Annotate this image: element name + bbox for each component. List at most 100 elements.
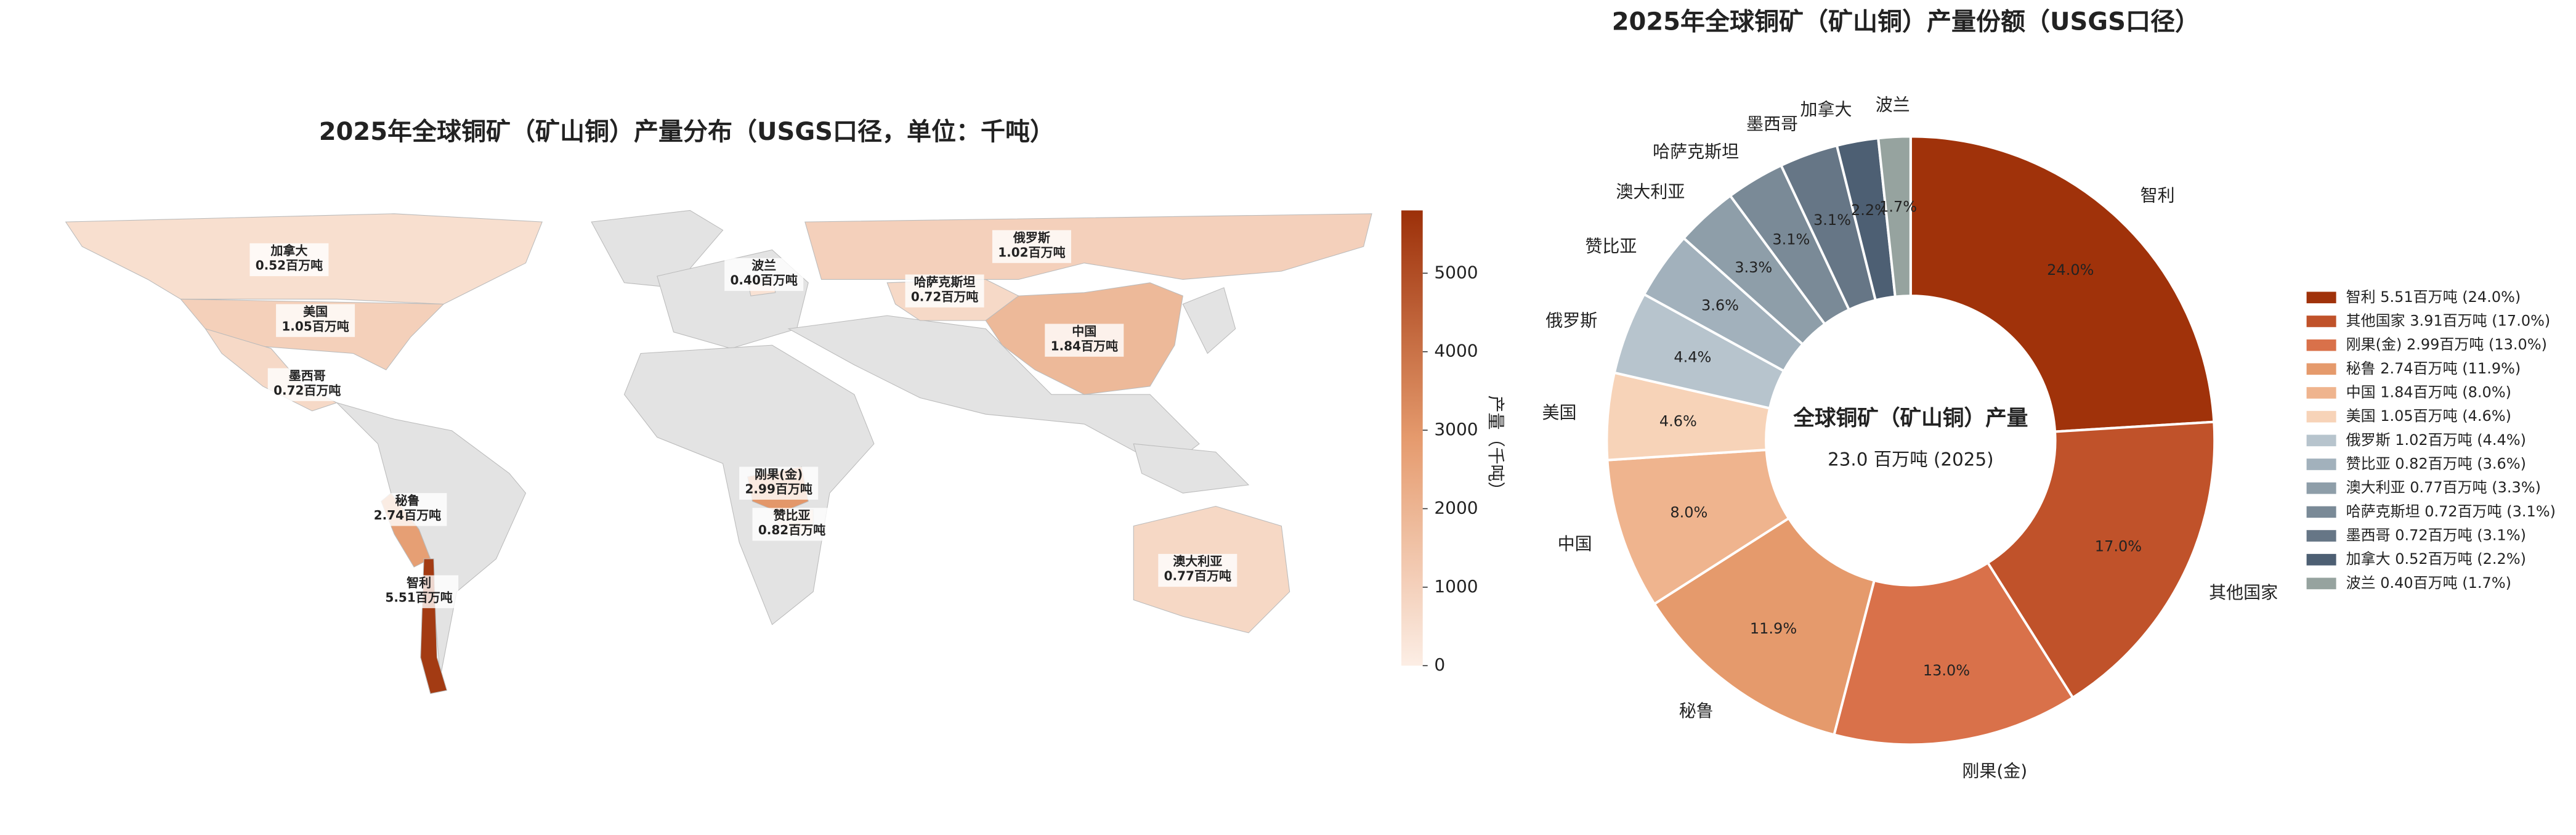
legend-swatch bbox=[2306, 291, 2336, 304]
value-label: 1.02百万吨 bbox=[998, 245, 1065, 259]
legend-swatch bbox=[2306, 482, 2336, 494]
legend-label: 刚果(金) 2.99百万吨 (13.0%) bbox=[2346, 336, 2547, 353]
region-label: 波兰 bbox=[751, 258, 776, 273]
label-box bbox=[724, 258, 804, 291]
label-box bbox=[752, 508, 832, 541]
region-label: 刚果(金) bbox=[755, 466, 803, 481]
center-subtitle: 23.0 百万吨 (2025) bbox=[1828, 449, 1993, 470]
label-box bbox=[249, 243, 329, 277]
label-box bbox=[276, 304, 355, 337]
slice-percent: 4.6% bbox=[1659, 413, 1697, 430]
colorbar-tick-label: 4000 bbox=[1434, 341, 1478, 361]
legend-swatch bbox=[2306, 316, 2336, 327]
region-label: 美国 bbox=[303, 304, 328, 319]
colorbar-tick-label: 3000 bbox=[1434, 419, 1478, 439]
legend-swatch bbox=[2306, 410, 2336, 423]
region-label: 中国 bbox=[1072, 324, 1096, 338]
legend-swatch bbox=[2306, 387, 2336, 399]
donut-slice bbox=[1876, 135, 1912, 298]
legend-swatch bbox=[2306, 458, 2336, 470]
label-box bbox=[1045, 324, 1124, 357]
value-label: 1.84百万吨 bbox=[1051, 338, 1118, 353]
value-label: 0.52百万吨 bbox=[256, 258, 323, 273]
value-label: 5.51百万吨 bbox=[385, 590, 452, 605]
land bbox=[1133, 443, 1250, 494]
donut-slice bbox=[1653, 516, 1876, 736]
slice-percent: 11.9% bbox=[1750, 620, 1797, 637]
legend-swatch bbox=[2306, 530, 2336, 542]
legend-label: 哈萨克斯坦 0.72百万吨 (3.1%) bbox=[2346, 503, 2556, 520]
label-box bbox=[368, 493, 447, 526]
region-label: 赞比亚 bbox=[773, 508, 811, 523]
slice-percent: 13.0% bbox=[1923, 662, 1970, 679]
region-label: 澳大利亚 bbox=[1173, 554, 1222, 569]
slice-percent: 4.4% bbox=[1674, 348, 1711, 365]
slice-percent: 2.2% bbox=[1851, 202, 1889, 219]
legend-label: 赞比亚 0.82百万吨 (3.6%) bbox=[2346, 455, 2526, 473]
slice-label: 刚果(金) bbox=[1962, 760, 2027, 781]
slice-label: 秘鲁 bbox=[1679, 701, 1714, 721]
legend-label: 墨西哥 0.72百万吨 (3.1%) bbox=[2346, 527, 2526, 544]
legend-label: 美国 1.05百万吨 (4.6%) bbox=[2346, 407, 2511, 425]
legend-label: 澳大利亚 0.77百万吨 (3.3%) bbox=[2346, 479, 2541, 496]
slice-label: 中国 bbox=[1558, 534, 1592, 554]
colorbar-label: 产量（千吨） bbox=[1486, 395, 1506, 499]
label-box bbox=[379, 575, 459, 608]
slice-percent: 17.0% bbox=[2095, 537, 2142, 555]
donut-slice bbox=[1986, 420, 2216, 699]
colorbar-tick-label: 1000 bbox=[1434, 576, 1478, 597]
slice-label: 其他国家 bbox=[2209, 582, 2278, 603]
colorbar-tick-label: 2000 bbox=[1434, 497, 1478, 518]
slice-label: 墨西哥 bbox=[1746, 113, 1798, 134]
legend-label: 俄罗斯 1.02百万吨 (4.4%) bbox=[2346, 431, 2526, 449]
value-label: 2.99百万吨 bbox=[745, 481, 812, 496]
label-box bbox=[905, 274, 984, 308]
donut-slice bbox=[1909, 135, 2216, 433]
slice-label: 赞比亚 bbox=[1585, 236, 1637, 256]
legend-label: 加拿大 0.52百万吨 (2.2%) bbox=[2346, 550, 2526, 568]
legend-label: 波兰 0.40百万吨 (1.7%) bbox=[2346, 574, 2511, 592]
value-label: 1.05百万吨 bbox=[281, 319, 349, 333]
legend-label: 智利 5.51百万吨 (24.0%) bbox=[2346, 288, 2521, 306]
legend-swatch bbox=[2306, 553, 2336, 566]
label-box bbox=[1158, 553, 1237, 587]
slice-percent: 3.1% bbox=[1813, 211, 1851, 229]
slice-label: 加拿大 bbox=[1800, 99, 1852, 120]
value-label: 0.72百万吨 bbox=[273, 383, 341, 397]
value-label: 2.74百万吨 bbox=[374, 508, 441, 523]
region-label: 俄罗斯 bbox=[1013, 230, 1050, 245]
region-label: 墨西哥 bbox=[289, 368, 326, 383]
slice-percent: 3.6% bbox=[1701, 296, 1739, 314]
legend-label: 中国 1.84百万吨 (8.0%) bbox=[2346, 383, 2511, 401]
slice-label: 俄罗斯 bbox=[1545, 311, 1597, 331]
slice-percent: 3.1% bbox=[1772, 231, 1810, 248]
center-title: 全球铜矿（矿山铜）产量 bbox=[1792, 406, 2028, 431]
value-label: 0.77百万吨 bbox=[1164, 569, 1231, 584]
legend-label: 秘鲁 2.74百万吨 (11.9%) bbox=[2346, 360, 2521, 377]
colorbar-tick-label: 5000 bbox=[1434, 262, 1478, 282]
legend-swatch bbox=[2306, 339, 2336, 351]
land bbox=[1182, 287, 1236, 354]
map-title: 2025年全球铜矿（矿山铜）产量分布（USGS口径，单位：千吨） bbox=[319, 118, 1055, 146]
slice-label: 哈萨克斯坦 bbox=[1653, 142, 1739, 162]
legend-label: 其他国家 3.91百万吨 (17.0%) bbox=[2346, 312, 2551, 329]
legend-swatch bbox=[2306, 506, 2336, 518]
slice-percent: 24.0% bbox=[2047, 261, 2094, 279]
slice-label: 澳大利亚 bbox=[1616, 182, 1685, 202]
donut-title: 2025年全球铜矿（矿山铜）产量份额（USGS口径） bbox=[1612, 7, 2200, 36]
land bbox=[335, 402, 527, 678]
legend-swatch bbox=[2306, 577, 2336, 590]
colorbar-tick-label: 0 bbox=[1434, 654, 1445, 675]
region-label: 加拿大 bbox=[270, 243, 307, 258]
slice-percent: 8.0% bbox=[1670, 504, 1707, 521]
country bbox=[804, 213, 1372, 280]
label-box bbox=[992, 230, 1071, 263]
value-label: 0.40百万吨 bbox=[731, 273, 798, 288]
slice-label: 美国 bbox=[1542, 402, 1576, 423]
legend-swatch bbox=[2306, 434, 2336, 447]
label-box bbox=[267, 368, 347, 401]
value-label: 0.82百万吨 bbox=[758, 523, 825, 537]
background-land bbox=[335, 210, 1250, 678]
donut-slice bbox=[1833, 561, 2075, 746]
region-label: 智利 bbox=[407, 575, 431, 590]
